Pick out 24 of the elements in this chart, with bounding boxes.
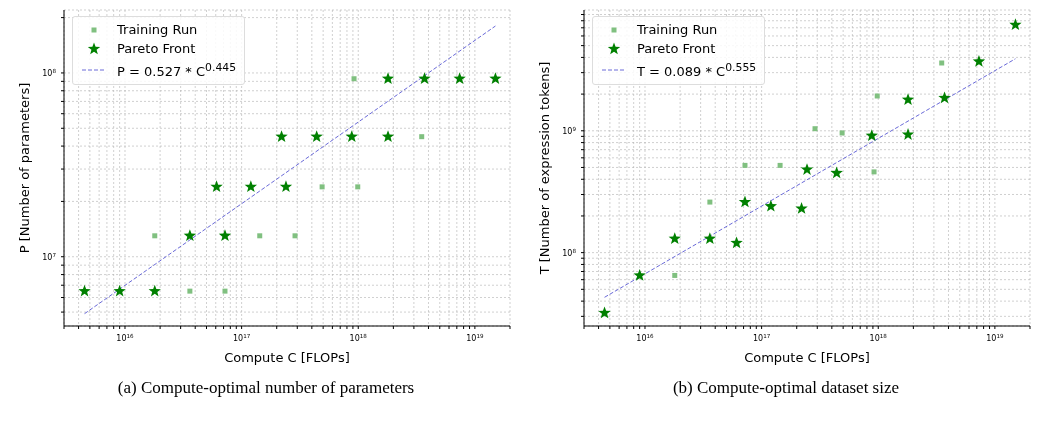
x-tick-label: 10$^{17}$ (232, 333, 251, 343)
legend-label: Pareto Front (117, 40, 196, 58)
x-axis-title: Compute C [FLOPs] (224, 350, 350, 365)
y-tick-label: 10$^{8}$ (562, 247, 577, 258)
y-axis-title: P [Number of parameters] (16, 82, 32, 254)
legend-label: P = 0.527 * C$^{0.445}$ (117, 60, 237, 82)
legend-label: T = 0.089 * C$^{0.555}$ (637, 60, 757, 82)
y-tick-label: 10$^{7}$ (42, 251, 57, 262)
legend-label: Training Run (117, 21, 198, 39)
text: (b) Compute-optimal dataset size (671, 378, 901, 398)
x-tick-label: 10$^{18}$ (349, 333, 368, 343)
x-axis-title: Compute C [FLOPs] (744, 350, 870, 365)
x-tick-label: 10$^{19}$ (466, 333, 484, 343)
x-tick-label: 10$^{17}$ (752, 333, 771, 343)
y-axis-title: T [Number of expression tokens] (536, 61, 552, 276)
y-tick-label: 10$^{9}$ (562, 125, 577, 136)
y-tick-label: 10$^{8}$ (42, 67, 57, 78)
x-tick-label: 10$^{18}$ (869, 333, 888, 343)
legend-label: Pareto Front (637, 40, 716, 58)
x-tick-label: 10$^{16}$ (636, 333, 655, 343)
x-tick-label: 10$^{19}$ (986, 333, 1004, 343)
x-tick-label: 10$^{16}$ (116, 333, 135, 343)
legend-label: Training Run (637, 21, 718, 39)
text: (a) Compute-optimal number of parameters (116, 378, 416, 398)
